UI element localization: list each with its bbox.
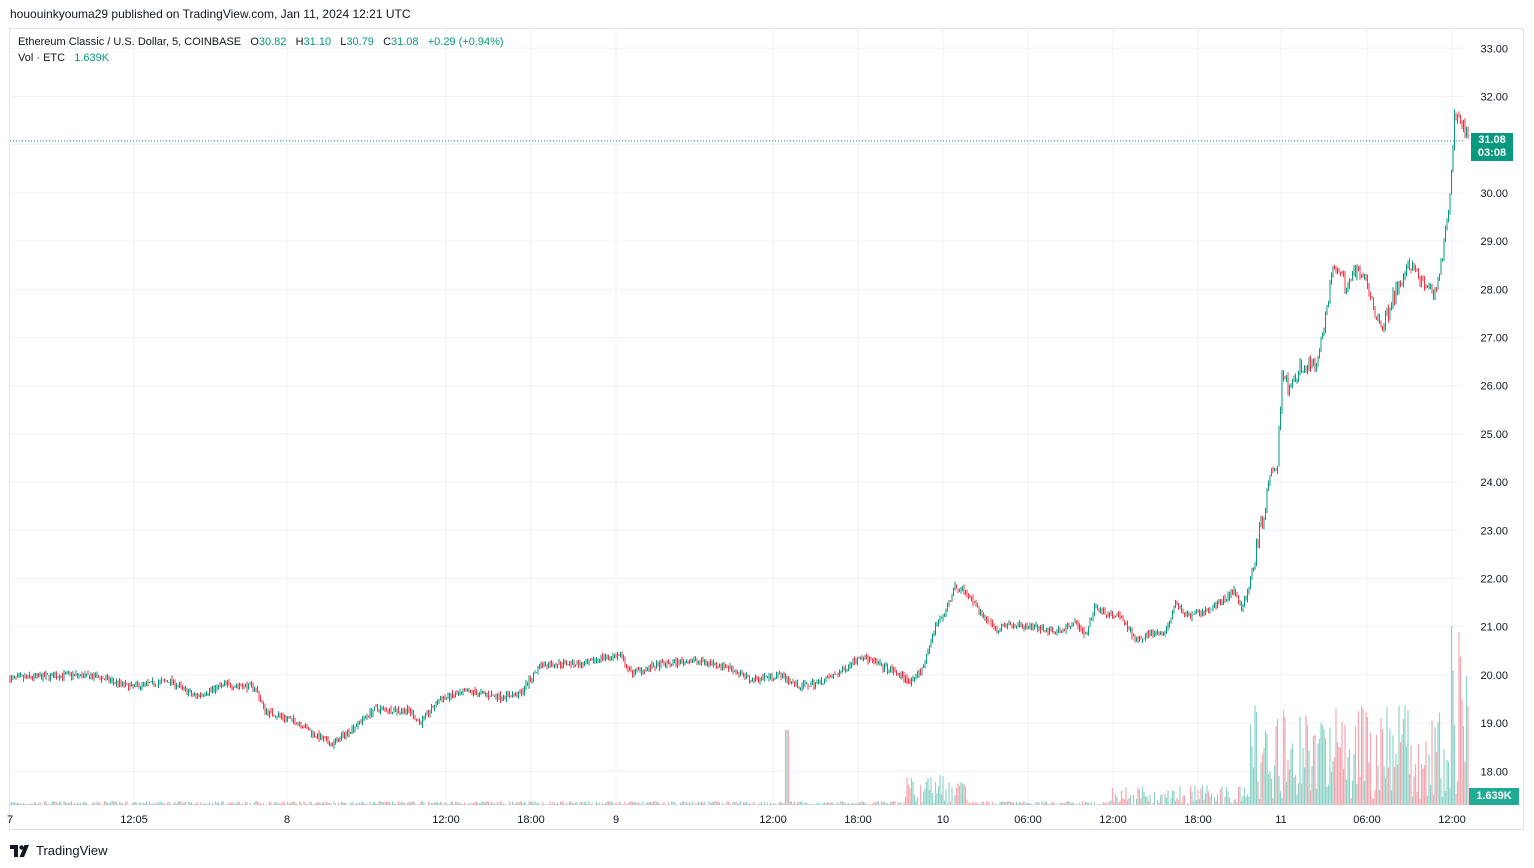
y-tick-label: 33.00 xyxy=(1480,43,1508,55)
x-tick-label: 06:00 xyxy=(1014,814,1042,826)
volume-row: Vol · ETC 1.639K xyxy=(18,50,504,66)
y-tick-label: 30.00 xyxy=(1480,188,1508,200)
chart-legend: Ethereum Classic / U.S. Dollar, 5, COINB… xyxy=(18,34,504,66)
low-value: 30.79 xyxy=(346,36,374,48)
x-tick-label: 12:00 xyxy=(759,814,787,826)
bar-countdown: 03:08 xyxy=(1477,146,1507,159)
y-tick-label: 24.00 xyxy=(1480,477,1508,489)
x-tick-label: 8 xyxy=(284,814,290,826)
low-label: L xyxy=(340,36,347,48)
x-tick-label: 12:00 xyxy=(1438,814,1466,826)
y-tick-label: 18.00 xyxy=(1480,766,1508,778)
brand-name: TradingView xyxy=(36,843,108,858)
open-label: O xyxy=(250,36,259,48)
x-tick-label: 06:00 xyxy=(1353,814,1381,826)
tradingview-logo-icon xyxy=(10,844,29,857)
y-tick-label: 28.00 xyxy=(1480,284,1508,296)
high-label: H xyxy=(295,36,304,48)
x-tick-label: 18:00 xyxy=(517,814,545,826)
last-volume-tag: 1.639K xyxy=(1469,788,1519,805)
change-value: +0.29 (+0.94%) xyxy=(427,36,504,48)
high-value: 31.10 xyxy=(303,36,332,48)
x-tick-label: 9 xyxy=(613,814,619,826)
volume-value: 1.639K xyxy=(74,52,110,64)
x-tick-label: 12:05 xyxy=(120,814,148,826)
y-tick-label: 23.00 xyxy=(1480,525,1508,537)
x-tick-label: 12:00 xyxy=(432,814,460,826)
y-tick-label: 22.00 xyxy=(1480,573,1508,585)
ohlc-row: Ethereum Classic / U.S. Dollar, 5, COINB… xyxy=(18,34,504,50)
y-tick-label: 32.00 xyxy=(1480,91,1508,103)
last-price-tag: 31.08 03:08 xyxy=(1471,132,1513,161)
x-tick-label: 10 xyxy=(937,814,949,826)
publisher-line: hououinkyouma29 published on TradingView… xyxy=(10,7,411,21)
y-tick-label: 27.00 xyxy=(1480,332,1508,344)
tradingview-brand[interactable]: TradingView xyxy=(10,843,108,858)
y-tick-label: 20.00 xyxy=(1480,670,1508,682)
symbol-name[interactable]: Ethereum Classic / U.S. Dollar, 5, COINB… xyxy=(18,36,242,48)
x-tick-label: 12:00 xyxy=(1099,814,1127,826)
x-tick-label: 7 xyxy=(7,814,13,826)
x-tick-label: 11 xyxy=(1275,814,1286,826)
close-value: 31.08 xyxy=(391,36,419,48)
y-tick-label: 29.00 xyxy=(1480,236,1508,248)
y-tick-label: 25.00 xyxy=(1480,429,1508,441)
volume-label[interactable]: Vol · ETC xyxy=(18,52,66,64)
y-tick-label: 26.00 xyxy=(1480,381,1508,393)
x-tick-label: 18:00 xyxy=(844,814,872,826)
y-tick-label: 21.00 xyxy=(1480,622,1508,634)
x-tick-label: 18:00 xyxy=(1184,814,1212,826)
last-price-value: 31.08 xyxy=(1478,133,1506,146)
open-value: 30.82 xyxy=(258,36,287,48)
close-label: C xyxy=(383,36,392,48)
y-tick-label: 19.00 xyxy=(1480,718,1508,730)
